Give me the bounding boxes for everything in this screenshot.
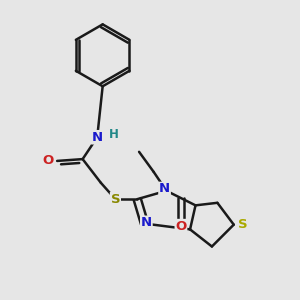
Text: O: O (175, 220, 187, 232)
Text: S: S (111, 193, 120, 206)
Text: S: S (238, 218, 248, 231)
Text: N: N (141, 216, 152, 229)
Text: N: N (159, 182, 170, 196)
Text: N: N (92, 131, 103, 144)
Text: H: H (109, 128, 118, 141)
Text: O: O (42, 154, 53, 167)
